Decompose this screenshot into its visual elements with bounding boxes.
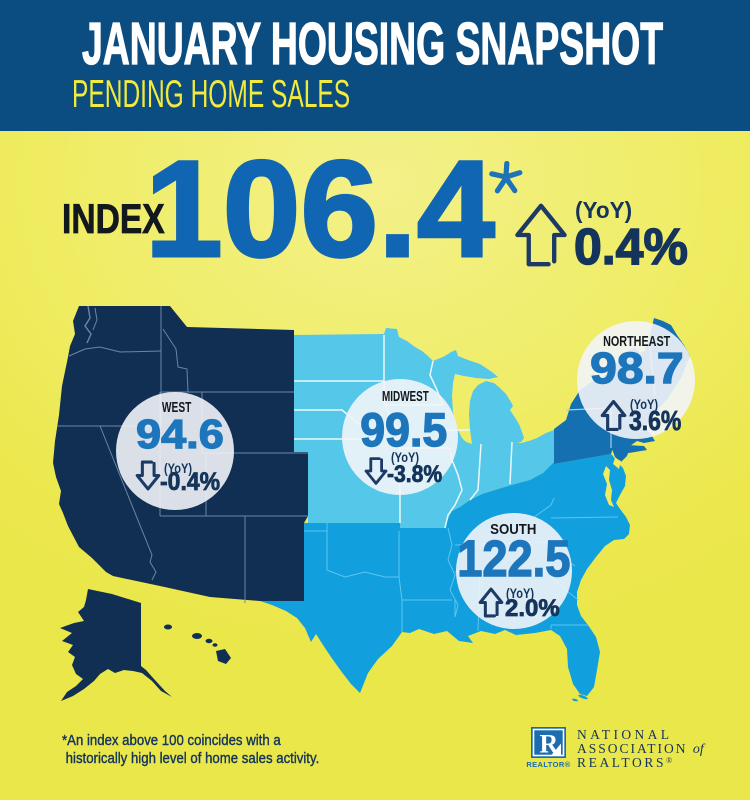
svg-text:R: R xyxy=(540,730,559,759)
svg-text:ASSOCIATION of: ASSOCIATION of xyxy=(577,741,706,757)
svg-text:REALTORS®: REALTORS® xyxy=(577,755,672,770)
svg-text:REALTOR®: REALTOR® xyxy=(526,760,570,769)
svg-text:NATIONAL: NATIONAL xyxy=(577,727,672,742)
